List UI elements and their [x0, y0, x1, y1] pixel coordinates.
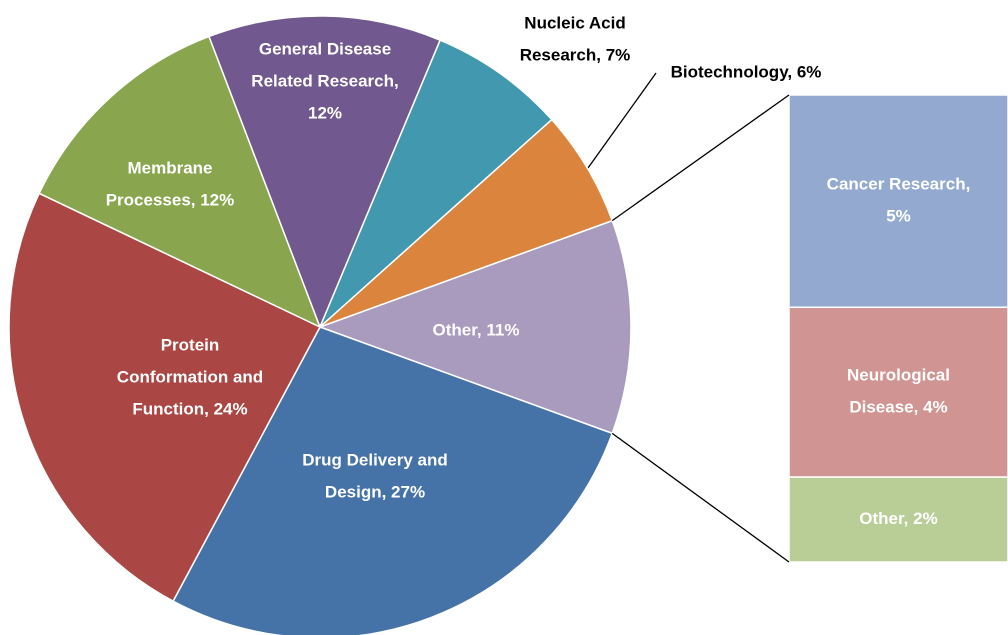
- slice-label: Design, 27%: [325, 482, 425, 501]
- bar-segment: [788, 306, 1008, 478]
- bar-label: Neurological: [847, 366, 950, 385]
- bar-segment: [788, 94, 1008, 309]
- slice-label: Function, 24%: [132, 399, 247, 418]
- slice-label: Related Research,: [251, 71, 398, 90]
- pie-slice: [8, 192, 322, 603]
- leader-line: [587, 72, 657, 169]
- pie-slice: [319, 39, 553, 328]
- bar-label: Other, 2%: [859, 509, 937, 528]
- slice-label: Research, 7%: [520, 45, 631, 64]
- pie-slice: [317, 219, 632, 435]
- slice-label: General Disease: [259, 39, 391, 58]
- slice-label: Membrane: [127, 158, 212, 177]
- slice-label: Nucleic Acid: [524, 13, 625, 32]
- slice-label: Drug Delivery and: [302, 450, 448, 469]
- bar-segment: [788, 476, 1008, 563]
- pie-slice: [319, 118, 614, 328]
- slice-label: Processes, 12%: [106, 190, 235, 209]
- connector-line: [611, 432, 790, 563]
- slice-label: Biotechnology, 6%: [671, 62, 822, 81]
- slice-label: Other, 11%: [433, 320, 520, 339]
- slice-label: 12%: [308, 103, 342, 122]
- pie-slice: [172, 326, 614, 635]
- pie-slice: [38, 35, 322, 329]
- connector-line: [611, 94, 790, 222]
- bar-label: Disease, 4%: [849, 398, 947, 417]
- slice-label: Conformation and: [117, 367, 263, 386]
- slice-label: Protein: [161, 335, 220, 354]
- pie-slice: [208, 15, 442, 330]
- bar-label: 5%: [886, 207, 911, 226]
- bar-label: Cancer Research,: [827, 175, 971, 194]
